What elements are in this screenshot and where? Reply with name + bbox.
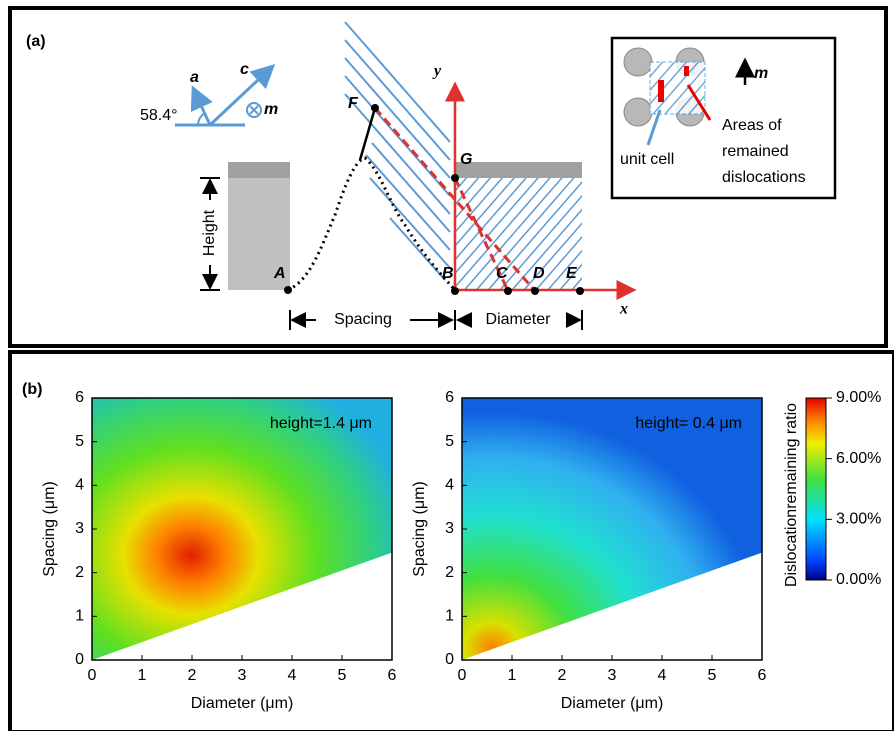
colorbar-tick-label: 3.00% <box>836 511 881 528</box>
colorbar <box>805 397 827 581</box>
x-tick-label: 6 <box>758 667 767 684</box>
panel-label: (b) <box>22 381 42 398</box>
inset-label: dislocations <box>722 169 806 186</box>
x-tick-label: 5 <box>338 667 347 684</box>
y-tick-label: 4 <box>75 477 84 494</box>
y-axis-label: Spacing (μm) <box>411 481 428 576</box>
point-label: B <box>442 265 454 282</box>
panel-label: (a) <box>26 33 46 50</box>
y-tick-label: 1 <box>445 608 454 625</box>
y-tick-label: 0 <box>445 651 454 668</box>
x-tick-label: 0 <box>458 667 467 684</box>
y-tick-label: 0 <box>75 651 84 668</box>
colorbar-tick-label: 0.00% <box>836 571 881 588</box>
point-label: C <box>496 265 508 282</box>
dimension-label: Diameter <box>486 311 552 328</box>
point-label: F <box>348 95 359 112</box>
y-tick-label: 5 <box>445 433 454 450</box>
colorbar-tick-label: 6.00% <box>836 450 881 467</box>
inset-label: unit cell <box>620 151 674 168</box>
x-tick-label: 4 <box>658 667 667 684</box>
x-tick-label: 2 <box>558 667 567 684</box>
x-tick-label: 3 <box>238 667 247 684</box>
panel-b-frame <box>8 350 894 731</box>
x-axis-label: Diameter (μm) <box>561 695 664 712</box>
axis-label: x <box>619 301 628 318</box>
y-tick-label: 6 <box>75 389 84 406</box>
vector-label: c <box>240 61 249 78</box>
x-tick-label: 4 <box>288 667 297 684</box>
x-tick-label: 1 <box>138 667 147 684</box>
y-tick-label: 6 <box>445 389 454 406</box>
point-label: D <box>533 265 545 282</box>
y-tick-label: 4 <box>445 477 454 494</box>
panel-a-frame <box>8 6 888 348</box>
x-axis-label: Diameter (μm) <box>191 695 294 712</box>
point-label: G <box>460 151 472 168</box>
x-tick-label: 1 <box>508 667 517 684</box>
axis-label: y <box>432 63 442 80</box>
point-label: A <box>273 265 286 282</box>
colorbar-tick-label: 9.00% <box>836 389 881 406</box>
x-tick-label: 5 <box>708 667 717 684</box>
x-tick-label: 3 <box>608 667 617 684</box>
y-axis-label: Spacing (μm) <box>41 481 58 576</box>
y-tick-label: 2 <box>75 564 84 581</box>
point-label: E <box>566 265 578 282</box>
dimension-label: Height <box>201 209 218 256</box>
vector-label: a <box>190 69 199 86</box>
annotation: height=1.4 μm <box>270 415 372 432</box>
vector-label: m <box>754 65 768 82</box>
annotation: height= 0.4 μm <box>635 415 742 432</box>
inset-label: Areas of <box>722 117 782 134</box>
colorbar-label: Dislocationremaining ratio <box>783 403 800 587</box>
inset-label: remained <box>722 143 789 160</box>
y-tick-label: 1 <box>75 608 84 625</box>
x-tick-label: 6 <box>388 667 397 684</box>
diagram: (a) a c 58.4° m y x A B C D E F G Height… <box>26 21 837 330</box>
x-tick-label: 2 <box>188 667 197 684</box>
contour-field <box>462 398 762 660</box>
y-tick-label: 3 <box>445 520 454 537</box>
contour-field <box>92 398 392 660</box>
vector-label: m <box>264 101 278 118</box>
y-tick-label: 2 <box>445 564 454 581</box>
angle-label: 58.4° <box>140 107 178 124</box>
dimension-label: Spacing <box>334 311 392 328</box>
y-tick-label: 3 <box>75 520 84 537</box>
y-tick-label: 5 <box>75 433 84 450</box>
x-tick-label: 0 <box>88 667 97 684</box>
